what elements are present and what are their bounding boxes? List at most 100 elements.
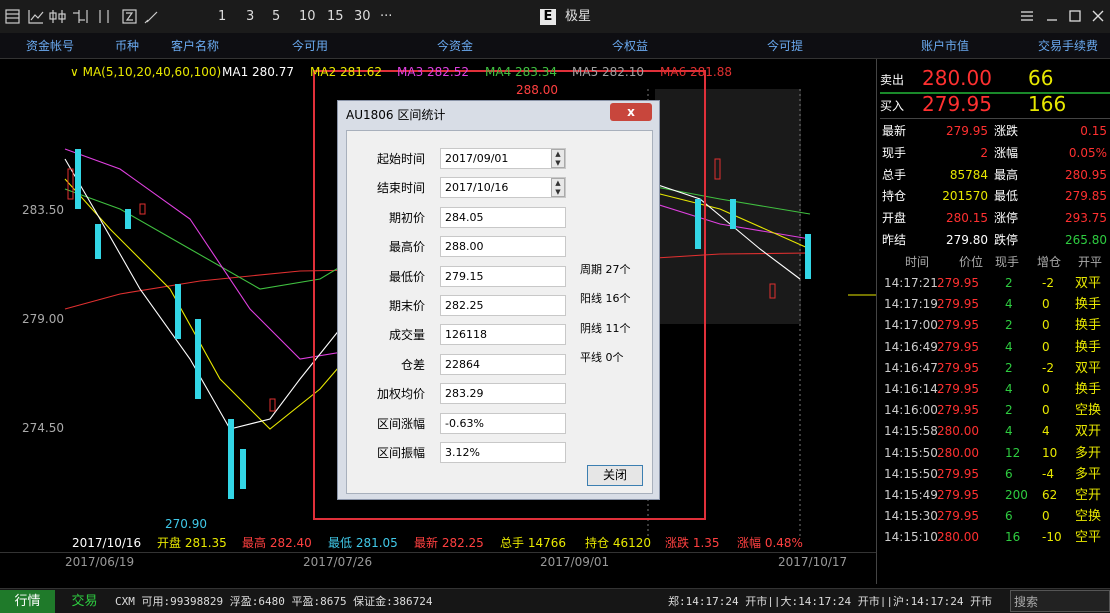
tick-volume: 4 bbox=[1005, 424, 1013, 439]
quote-label: 现手 bbox=[882, 145, 907, 160]
tick-price: 280.00 bbox=[937, 530, 979, 545]
status-bar bbox=[0, 588, 1110, 613]
tick-time: 14:17:00 bbox=[884, 318, 938, 333]
info-item: 开盘 281.35 bbox=[157, 536, 227, 550]
period-button[interactable]: 1 bbox=[218, 9, 227, 24]
quote-value: 293.75 bbox=[1065, 211, 1107, 226]
field-value[interactable]: 282.25 bbox=[440, 295, 566, 316]
field-label: 区间振幅 bbox=[376, 446, 425, 460]
sell-label: 卖出 bbox=[880, 73, 905, 87]
panel-divider bbox=[876, 59, 877, 584]
ma-value: MA5 282.10 bbox=[572, 65, 644, 79]
account-column: 资金帐号 bbox=[25, 39, 75, 53]
spinner[interactable]: ▲ ▼ bbox=[551, 178, 565, 198]
tick-time: 14:15:50 bbox=[884, 466, 938, 481]
field-value[interactable]: 2017/10/16 bbox=[440, 177, 566, 199]
field-value[interactable]: 126118 bbox=[440, 324, 566, 346]
field-value[interactable]: 3.12% bbox=[440, 442, 566, 463]
period-button[interactable]: ··· bbox=[380, 9, 393, 24]
tick-type: 空换 bbox=[1075, 403, 1102, 419]
window-controls[interactable] bbox=[1015, 0, 1110, 33]
field-value[interactable]: -0.63% bbox=[440, 412, 566, 434]
quote-label: 持仓 bbox=[882, 189, 907, 204]
date-label: 2017/10/17 bbox=[778, 555, 848, 569]
tick-price: 279.95 bbox=[937, 466, 979, 481]
tab-trade[interactable]: 交易 bbox=[71, 594, 98, 609]
account-column: 交易手续费 bbox=[1037, 39, 1099, 53]
tab-quote[interactable]: 行情 bbox=[0, 590, 55, 613]
ma-legend-text: MA(5,10,20,40,60,100) bbox=[82, 65, 222, 79]
count-label: 阴线 11个 bbox=[580, 321, 631, 335]
field-value[interactable]: 279.15 bbox=[440, 265, 566, 287]
date-label: 2017/06/19 bbox=[65, 555, 135, 569]
buy-price: 279.95 bbox=[922, 92, 992, 116]
field-value[interactable]: 2017/09/01 bbox=[440, 148, 566, 169]
spinner[interactable]: ▲ ▼ bbox=[551, 149, 565, 168]
quote-value: 2 bbox=[980, 145, 988, 160]
ma-value: MA1 280.77 bbox=[222, 65, 294, 79]
tick-time: 14:17:21 bbox=[884, 276, 938, 290]
dialog-close-x[interactable]: x bbox=[610, 103, 652, 121]
tick-volume: 4 bbox=[1005, 339, 1013, 354]
quote-value: 0.15 bbox=[1080, 124, 1107, 138]
quote-label: 最高 bbox=[994, 167, 1019, 182]
sell-volume: 66 bbox=[1028, 66, 1054, 90]
exchange-status: 郑:14:17:24 开市||大:14:17:24 开市||沪:14:17:24… bbox=[668, 596, 993, 607]
quote-label: 涨停 bbox=[994, 211, 1019, 226]
tick-time: 14:15:49 bbox=[884, 488, 938, 502]
period-button[interactable]: 10 bbox=[299, 9, 316, 24]
count-label: 平线 0个 bbox=[580, 351, 624, 365]
tick-time: 14:16:14 bbox=[884, 382, 938, 396]
field-label: 仓差 bbox=[400, 357, 425, 372]
field-value[interactable]: 284.05 bbox=[440, 206, 566, 228]
tick-oi: 0 bbox=[1042, 403, 1050, 418]
toolbar-icons bbox=[5, 9, 158, 24]
buy-volume: 166 bbox=[1028, 92, 1067, 116]
tick-volume: 6 bbox=[1005, 466, 1013, 481]
period-button[interactable]: 15 bbox=[327, 9, 344, 24]
search-box[interactable]: 搜索 bbox=[1010, 590, 1110, 612]
field-value[interactable]: 288.00 bbox=[440, 236, 566, 258]
tick-price: 279.95 bbox=[937, 276, 979, 290]
info-item: 最新 282.25 bbox=[414, 536, 484, 550]
kline-chart bbox=[64, 89, 876, 539]
period-button[interactable]: 3 bbox=[246, 9, 255, 24]
tick-price: 279.95 bbox=[937, 297, 979, 312]
tick-volume: 2 bbox=[1005, 360, 1013, 375]
tick-oi: -2 bbox=[1042, 360, 1054, 375]
info-date: 2017/10/16 bbox=[72, 536, 142, 550]
app-name: 极星 bbox=[565, 9, 592, 24]
tick-price: 280.00 bbox=[937, 424, 979, 439]
account-column: 今可用 bbox=[291, 39, 329, 53]
tick-volume: 2 bbox=[1005, 318, 1013, 333]
high-marker: 288.00 bbox=[516, 83, 558, 97]
quote-label: 跌停 bbox=[994, 233, 1019, 247]
field-value[interactable]: 283.29 bbox=[440, 383, 566, 405]
tick-time: 14:15:58 bbox=[884, 424, 938, 439]
tick-price: 279.95 bbox=[937, 509, 979, 524]
quote-label: 涨跌 bbox=[994, 124, 1019, 138]
field-label: 起始时间 bbox=[376, 152, 425, 166]
quote-value: 279.95 bbox=[946, 124, 988, 138]
info-item: 涨跌 1.35 bbox=[665, 536, 720, 550]
period-button[interactable]: 30 bbox=[354, 9, 371, 24]
info-item: 最高 282.40 bbox=[242, 536, 312, 550]
field-label: 成交量 bbox=[388, 328, 425, 343]
dialog-title: AU1806 区间统计 bbox=[346, 108, 446, 122]
date-label: 2017/09/01 bbox=[540, 555, 610, 569]
quote-value: 279.80 bbox=[946, 233, 988, 247]
tick-oi: 0 bbox=[1042, 339, 1050, 354]
field-value[interactable]: 22864 bbox=[440, 353, 566, 375]
tick-type: 双平 bbox=[1075, 276, 1102, 291]
field-label: 区间涨幅 bbox=[376, 416, 425, 431]
ma-value: MA4 283.34 bbox=[485, 65, 557, 79]
tick-oi: 0 bbox=[1042, 297, 1050, 312]
period-button[interactable]: 5 bbox=[272, 9, 281, 24]
field-label: 最高价 bbox=[388, 240, 425, 255]
tick-type: 多平 bbox=[1075, 466, 1102, 482]
ma-value: MA2 281.62 bbox=[310, 65, 382, 79]
account-status: CXM 可用:99398829 浮盈:6480 平盈:8675 保证金:3867… bbox=[115, 595, 433, 608]
date-axis-line bbox=[0, 552, 876, 553]
close-button[interactable]: 关闭 bbox=[587, 465, 643, 486]
